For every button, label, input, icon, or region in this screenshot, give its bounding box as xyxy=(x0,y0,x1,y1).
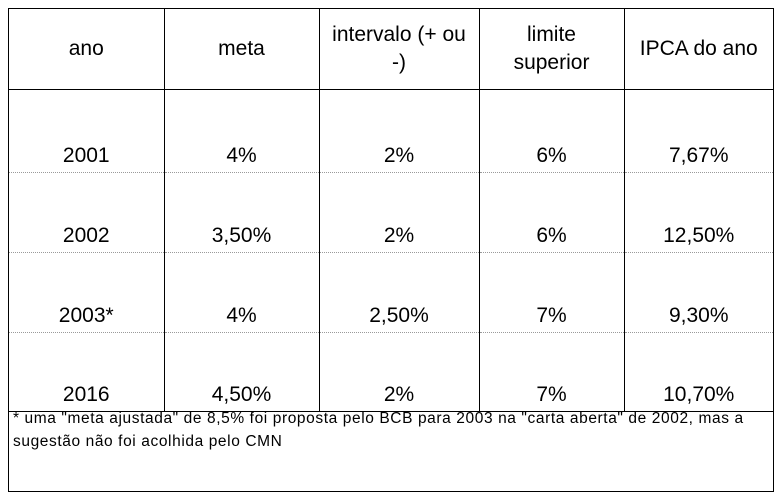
cell-ano: 2002 xyxy=(9,172,165,253)
cell-limite-superior: 7% xyxy=(479,332,625,412)
table-row: 2001 4% 2% 6% 7,67% xyxy=(9,89,773,173)
cell-meta: 4,50% xyxy=(164,332,320,412)
cell-meta: 4% xyxy=(164,252,320,333)
table-footnote: * uma "meta ajustada" de 8,5% foi propos… xyxy=(13,410,744,450)
table-row: 2002 3,50% 2% 6% 12,50% xyxy=(9,172,773,253)
header-meta: meta xyxy=(164,9,320,90)
header-row: ano meta intervalo (+ ou -) limite super… xyxy=(9,9,773,90)
cell-limite-superior: 7% xyxy=(479,252,625,333)
header-intervalo: intervalo (+ ou -) xyxy=(319,9,480,90)
cell-ipca: 7,67% xyxy=(624,89,773,173)
cell-ano: 2003* xyxy=(9,252,165,333)
cell-intervalo: 2,50% xyxy=(319,252,480,333)
header-limite-superior: limite superior xyxy=(479,9,625,90)
header-ano: ano xyxy=(9,9,165,90)
cell-meta: 3,50% xyxy=(164,172,320,253)
cell-limite-superior: 6% xyxy=(479,172,625,253)
cell-intervalo: 2% xyxy=(319,89,480,173)
table-row: 2003* 4% 2,50% 7% 9,30% xyxy=(9,252,773,333)
cell-limite-superior: 6% xyxy=(479,89,625,173)
cell-intervalo: 2% xyxy=(319,172,480,253)
inflation-target-table: ano meta intervalo (+ ou -) limite super… xyxy=(9,9,773,412)
cell-ipca: 9,30% xyxy=(624,252,773,333)
table-row: 2016 4,50% 2% 7% 10,70% xyxy=(9,332,773,412)
cell-intervalo: 2% xyxy=(319,332,480,412)
cell-meta: 4% xyxy=(164,89,320,173)
header-ipca: IPCA do ano xyxy=(624,9,773,90)
cell-ano: 2016 xyxy=(9,332,165,412)
inflation-target-table-frame: ano meta intervalo (+ ou -) limite super… xyxy=(8,8,774,492)
cell-ano: 2001 xyxy=(9,89,165,173)
cell-ipca: 12,50% xyxy=(624,172,773,253)
cell-ipca: 10,70% xyxy=(624,332,773,412)
